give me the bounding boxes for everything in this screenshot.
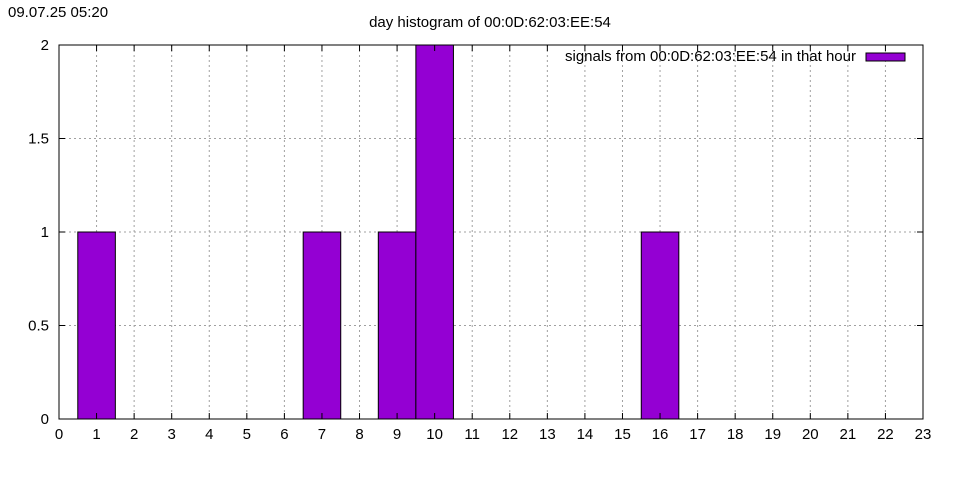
x-tick-label: 23 <box>915 426 932 443</box>
x-tick-label: 10 <box>426 426 443 443</box>
x-tick-label: 6 <box>280 426 288 443</box>
x-tick-label: 2 <box>130 426 138 443</box>
x-tick-label: 16 <box>652 426 669 443</box>
legend: signals from 00:0D:62:03:EE:54 in that h… <box>565 48 906 65</box>
legend-label: signals from 00:0D:62:03:EE:54 in that h… <box>565 48 856 65</box>
bar <box>377 231 417 420</box>
x-tick-label: 3 <box>168 426 176 443</box>
x-tick-label: 17 <box>689 426 706 443</box>
x-tick-label: 14 <box>577 426 594 443</box>
y-tick-label: 1.5 <box>28 131 49 148</box>
x-tick-label: 19 <box>764 426 781 443</box>
x-tick-label: 5 <box>243 426 251 443</box>
bar <box>302 231 342 420</box>
bar <box>77 231 116 420</box>
bar <box>415 44 454 420</box>
x-tick-label: 13 <box>539 426 556 443</box>
x-tick-label: 22 <box>877 426 894 443</box>
y-tick-label: 2 <box>41 37 49 54</box>
x-tick-label: 7 <box>318 426 326 443</box>
bar-group <box>77 44 680 420</box>
x-tick-label: 9 <box>393 426 401 443</box>
x-tick-label: 11 <box>464 426 480 443</box>
x-tick-label: 12 <box>501 426 518 443</box>
bar <box>640 231 680 420</box>
x-tick-label: 20 <box>802 426 819 443</box>
x-tick-label: 4 <box>205 426 213 443</box>
x-tick-label: 21 <box>840 426 857 443</box>
x-tick-label: 18 <box>727 426 744 443</box>
grid-lines <box>59 45 923 419</box>
x-tick-label: 0 <box>55 426 63 443</box>
legend-swatch <box>865 52 906 62</box>
chart-title: day histogram of 00:0D:62:03:EE:54 <box>369 14 611 31</box>
x-tick-label: 15 <box>614 426 631 443</box>
y-tick-label: 0.5 <box>28 318 49 335</box>
axis-ticks: 0 1 2 3 4 5 6 7 8 9 10 11 12 13 14 15 16 17 18 19 20 21 22 2300… <box>28 37 931 443</box>
y-tick-label: 0 <box>41 411 49 428</box>
x-tick-label: 8 <box>355 426 363 443</box>
timestamp: 09.07.25 05:20 <box>8 4 109 21</box>
y-tick-label: 1 <box>41 224 49 241</box>
x-tick-label: 1 <box>92 426 100 443</box>
